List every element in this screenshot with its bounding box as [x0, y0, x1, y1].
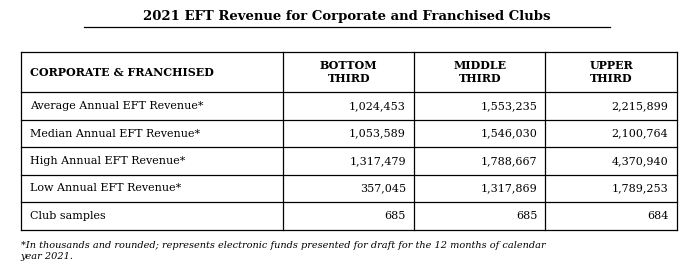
Text: 1,789,253: 1,789,253 [611, 183, 668, 193]
Text: 684: 684 [647, 211, 668, 221]
Text: 2021 EFT Revenue for Corporate and Franchised Clubs: 2021 EFT Revenue for Corporate and Franc… [143, 10, 551, 23]
Text: UPPER
THIRD: UPPER THIRD [589, 60, 633, 84]
Text: Low Annual EFT Revenue*: Low Annual EFT Revenue* [30, 183, 181, 193]
Text: BOTTOM
THIRD: BOTTOM THIRD [320, 60, 378, 84]
Text: 1,053,589: 1,053,589 [349, 129, 406, 139]
Text: 1,546,030: 1,546,030 [480, 129, 537, 139]
Text: *In thousands and rounded; represents electronic funds presented for draft for t: *In thousands and rounded; represents el… [21, 241, 545, 261]
Text: MIDDLE
THIRD: MIDDLE THIRD [453, 60, 507, 84]
Text: Median Annual EFT Revenue*: Median Annual EFT Revenue* [30, 129, 200, 139]
Text: 2,215,899: 2,215,899 [611, 101, 668, 111]
Text: 2,100,764: 2,100,764 [611, 129, 668, 139]
Text: Club samples: Club samples [30, 211, 105, 221]
Text: 1,024,453: 1,024,453 [349, 101, 406, 111]
Text: High Annual EFT Revenue*: High Annual EFT Revenue* [30, 156, 185, 166]
Text: 685: 685 [384, 211, 406, 221]
Text: 1,788,667: 1,788,667 [480, 156, 537, 166]
Text: 1,317,869: 1,317,869 [480, 183, 537, 193]
Text: 4,370,940: 4,370,940 [611, 156, 668, 166]
Text: 685: 685 [516, 211, 537, 221]
Text: 1,317,479: 1,317,479 [349, 156, 406, 166]
Text: 357,045: 357,045 [360, 183, 406, 193]
Text: Average Annual EFT Revenue*: Average Annual EFT Revenue* [30, 101, 203, 111]
Text: 1,553,235: 1,553,235 [480, 101, 537, 111]
Text: CORPORATE & FRANCHISED: CORPORATE & FRANCHISED [30, 67, 214, 78]
